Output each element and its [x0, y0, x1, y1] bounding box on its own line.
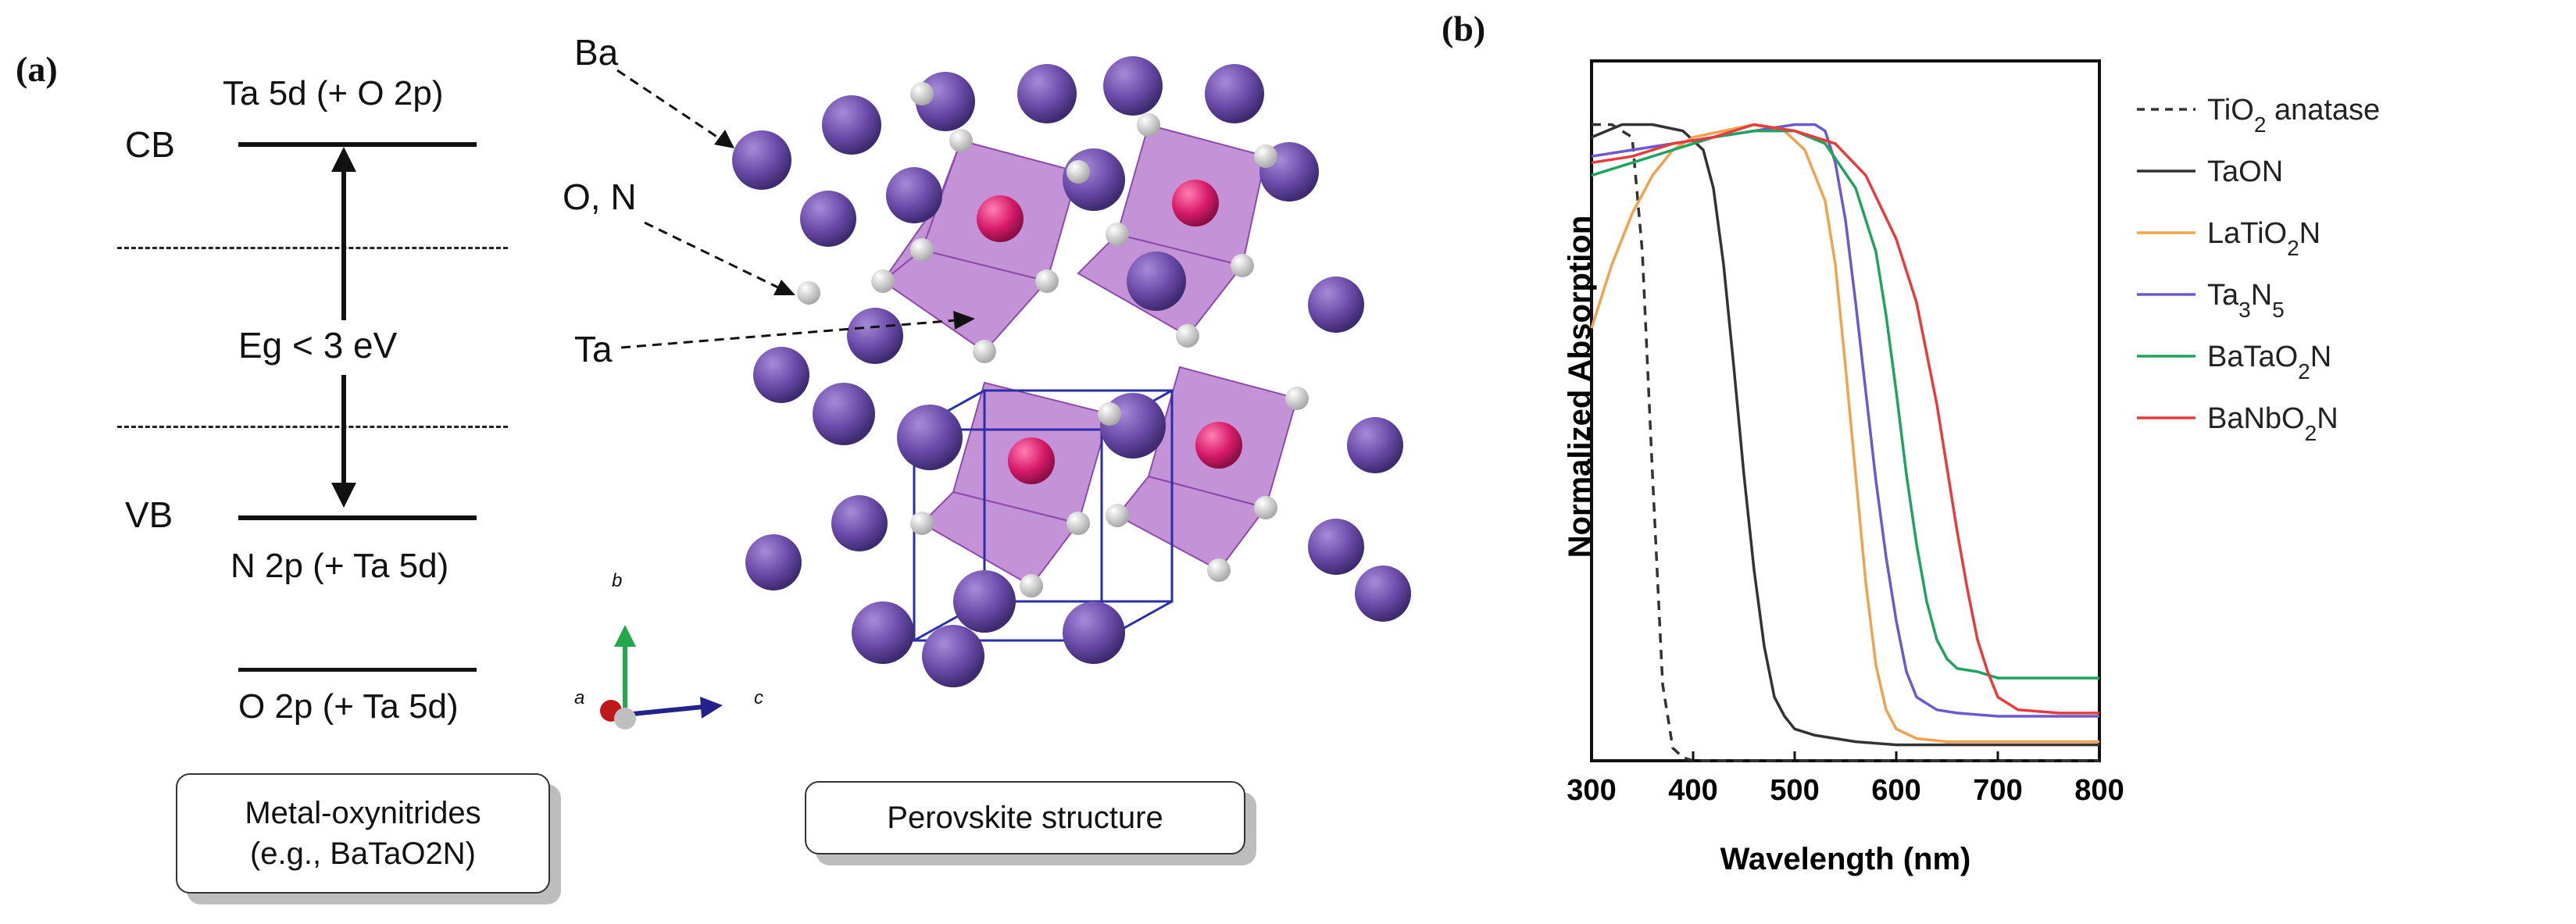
band-gap-arrow — [331, 147, 356, 508]
atom-label-o-n: O, N — [563, 177, 637, 217]
axis-label-a: a — [574, 687, 585, 708]
cb-label: CB — [125, 124, 175, 165]
cb-level-line — [238, 142, 477, 147]
cb-level-label: Ta 5d (+ O 2p) — [223, 74, 444, 112]
axes-triad — [600, 625, 723, 730]
metal-oxynitrides-text: Metal-oxynitrides (e.g., BaTaO2N) — [245, 796, 481, 871]
x-tick-label: 800 — [2074, 774, 2124, 807]
panel-a-letter: (a) — [16, 49, 58, 89]
o-level-label: O 2p (+ Ta 5d) — [238, 687, 459, 726]
y-axis-label: Normalized Absorption — [1563, 216, 1597, 558]
series-line-banbo2n — [1591, 123, 2099, 715]
perovskite-structure-box: Perovskite structure — [805, 781, 1245, 854]
legend-label: LaTiO2N — [2207, 217, 2321, 260]
x-axis-label: Wavelength (nm) — [1720, 842, 1971, 876]
x-tick-label: 400 — [1668, 774, 1717, 807]
metal-oxynitrides-box: Metal-oxynitrides (e.g., BaTaO2N) — [176, 773, 550, 894]
series-line-tio2-anatase — [1592, 123, 2099, 762]
x-tick-label: 700 — [1973, 774, 2022, 807]
panel-b-letter: (b) — [1442, 9, 1486, 48]
series-line-taon — [1591, 123, 2099, 747]
x-tick-label: 500 — [1770, 774, 1819, 807]
vb-level-label: N 2p (+ Ta 5d) — [230, 547, 449, 585]
ta-atoms — [977, 180, 1242, 484]
o-n-atoms — [797, 82, 1309, 598]
series-line-latio2n — [1590, 123, 2099, 744]
x-tick-label: 600 — [1871, 774, 1920, 807]
axis-label-b: b — [612, 570, 623, 591]
legend: TiO2 anatase TaON LaTiO2N Ta3N5 BaTaO2N BaNbO… — [2137, 94, 2380, 445]
band-gap-label: Eg < 3 eV — [238, 325, 398, 366]
legend-label: BaTaO2N — [2207, 341, 2331, 384]
o-level-line — [238, 668, 477, 672]
axis-label-c: c — [754, 687, 763, 708]
legend-label: TiO2 anatase — [2207, 94, 2380, 137]
label-pointers — [616, 69, 958, 349]
legend-label: Ta3N5 — [2207, 279, 2285, 322]
perovskite-structure-text: Perovskite structure — [887, 801, 1163, 835]
ba-atoms — [732, 56, 1411, 687]
legend-label: BaNbO2N — [2207, 402, 2338, 445]
series-line-ta3n5 — [1591, 123, 2099, 718]
lower-dashed-line — [117, 426, 508, 428]
plot-frame — [1590, 59, 2101, 762]
perovskite-crystal-illustration — [600, 56, 1411, 730]
upper-dashed-line — [117, 247, 508, 249]
vb-level-line — [238, 516, 477, 520]
vb-label: VB — [125, 494, 173, 535]
series-line-batao2n — [1591, 129, 2099, 680]
atom-label-ta: Ta — [574, 329, 613, 369]
x-tick-label: 300 — [1567, 774, 1616, 807]
atom-label-ba: Ba — [574, 32, 619, 73]
legend-label: TaON — [2207, 155, 2283, 188]
absorption-chart: 300 400 500 600 700 800 Wavelength (nm) Norma… — [1563, 59, 2380, 876]
